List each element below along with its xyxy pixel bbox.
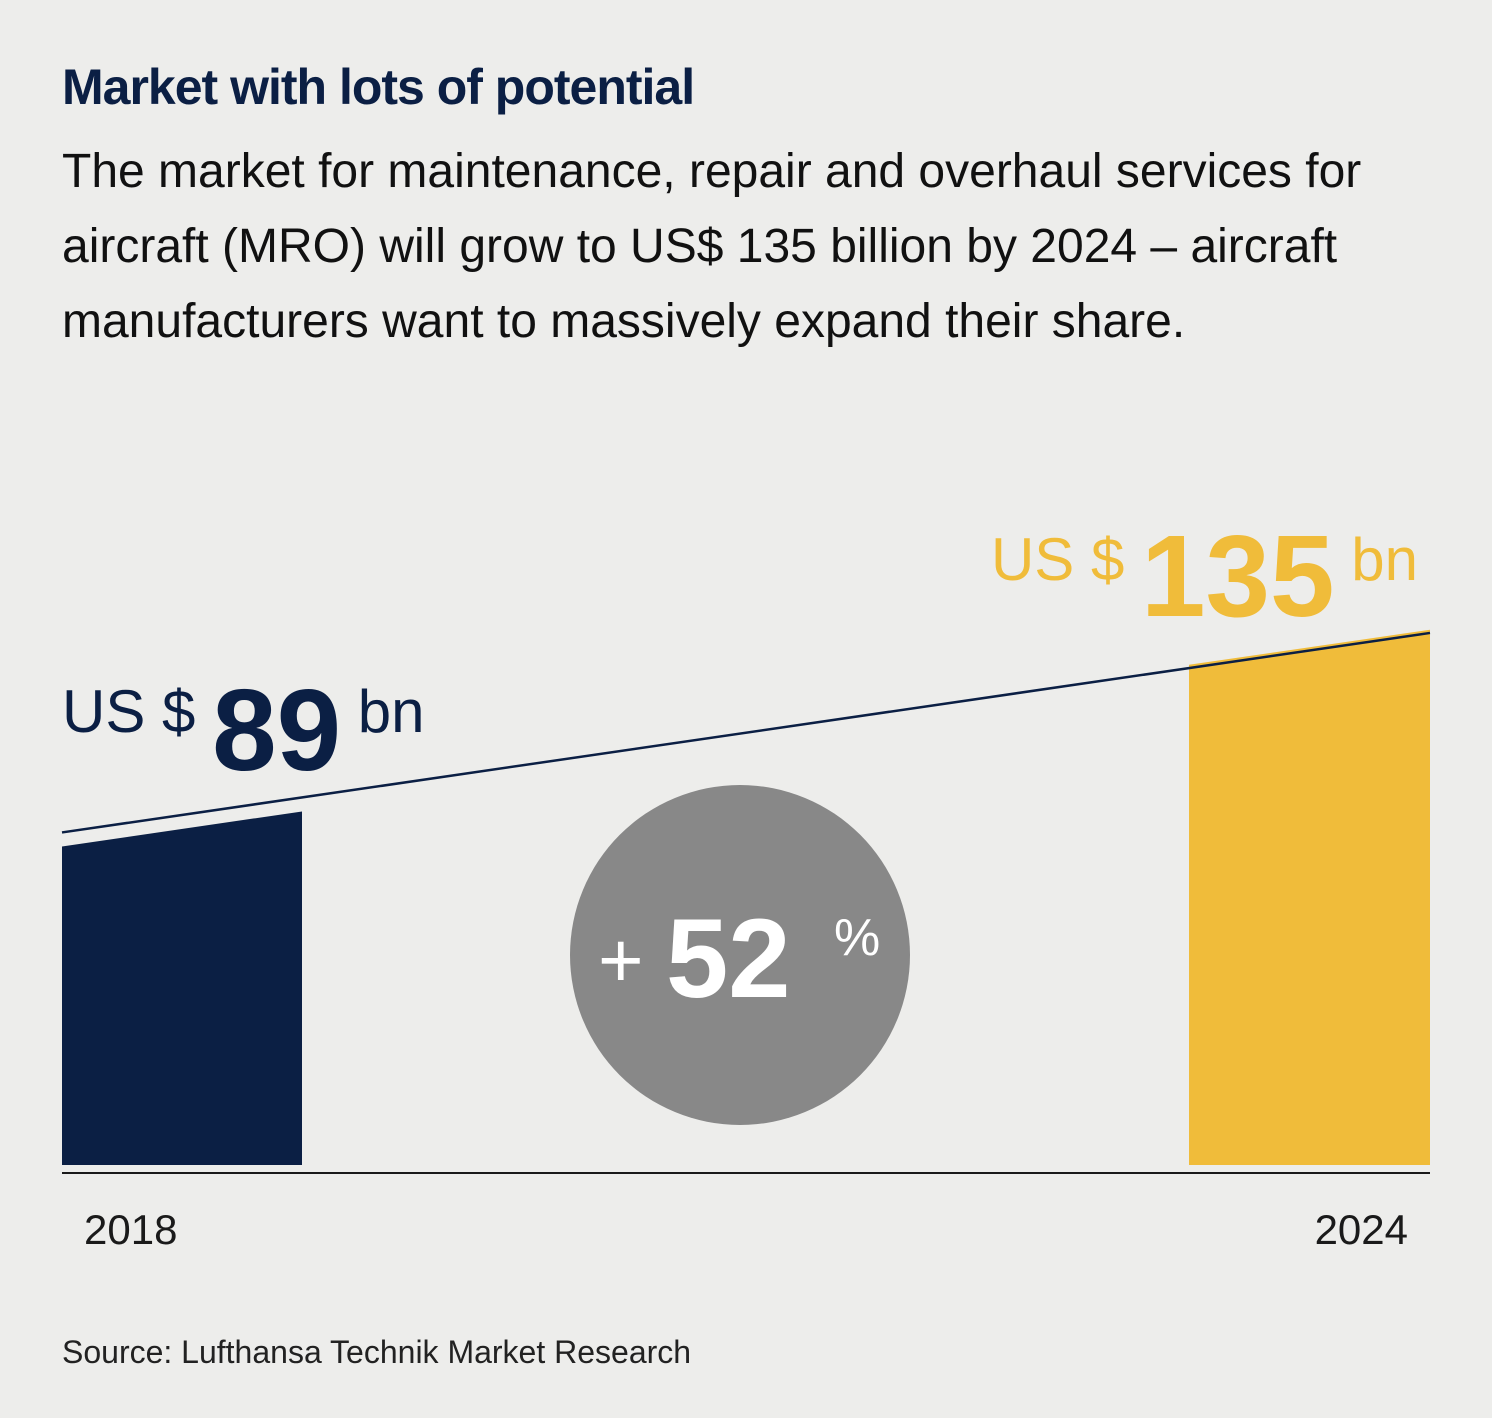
trend-line: [61, 631, 1431, 834]
chart-subtitle: The market for maintenance, repair and o…: [62, 145, 1362, 348]
growth-badge: [570, 785, 910, 1125]
x-tick-label-2018: 2018: [84, 1206, 177, 1253]
growth-badge-sign: +: [598, 916, 644, 1004]
growth-badge-unit: %: [834, 909, 880, 967]
x-tick-label-2024: 2024: [1315, 1206, 1408, 1253]
growth-badge-value: 52: [666, 896, 791, 1021]
source-note: Source: Lufthansa Technik Market Researc…: [62, 1334, 692, 1370]
data-label-2024: US $ 135 bn: [991, 511, 1418, 641]
bar-2018: [62, 811, 302, 1165]
bar-2024: [1189, 629, 1430, 1165]
data-label-2018: US $ 89 bn: [62, 665, 425, 795]
chart-title: Market with lots of potential: [62, 59, 695, 115]
